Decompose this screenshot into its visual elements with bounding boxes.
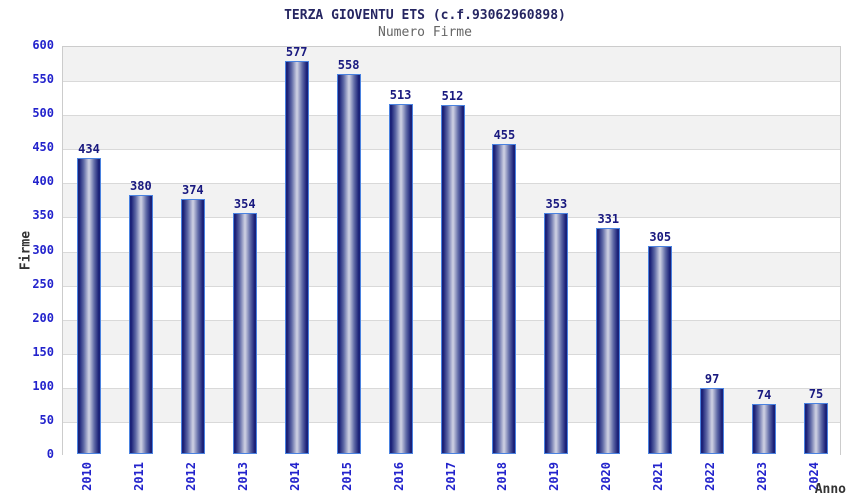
x-tick-label: 2012 [183,462,198,491]
x-tick-label: 2010 [79,462,94,491]
y-tick-label: 100 [32,378,54,393]
x-tick-label: 2022 [703,462,718,491]
chart-title: TERZA GIOVENTU ETS (c.f.93062960898) [284,8,566,23]
chart-subtitle: Numero Firme [378,25,472,40]
bar-value-label: 374 [181,183,204,198]
y-tick-label: 350 [32,208,54,223]
bar [804,402,829,454]
y-tick-label: 250 [32,276,54,291]
bar [544,213,569,454]
bar [76,158,101,454]
plot-area: 434 380 374 354 577 558 513 512 455 353 331 305 97 74… [62,44,841,456]
bar [492,143,517,454]
plot-band [63,47,840,82]
y-tick-label: 450 [32,140,54,155]
bar-value-label: 353 [545,197,568,212]
y-tick-label: 600 [32,38,54,52]
y-tick-label: 200 [32,310,54,325]
x-tick-label: 2017 [443,462,458,491]
x-tick-label: 2018 [495,462,510,491]
bar [700,387,725,454]
bar-value-label: 74 [756,387,772,402]
bar [128,194,153,454]
bar-value-label: 75 [808,386,824,401]
x-tick-label: 2015 [339,462,354,491]
y-tick-label: 300 [32,242,54,257]
x-tick-label: 2021 [651,462,666,491]
bar-value-label: 434 [78,142,100,157]
x-tick-label: 2011 [131,462,146,491]
x-tick-label: 2013 [235,462,250,491]
bar [232,212,257,454]
bar-value-label: 577 [285,44,308,59]
bar [648,246,673,454]
bar [388,104,413,454]
bar-value-label: 354 [233,196,256,211]
bar-value-label: 512 [441,88,464,103]
y-tick-label: 50 [39,412,54,427]
x-axis-title: Anno [814,482,846,497]
bar-value-label: 380 [130,178,152,193]
y-tick-label: 0 [46,447,54,461]
bar [752,403,777,454]
bar-value-label: 513 [389,88,412,103]
x-tick-label: 2014 [287,462,302,491]
bar-value-label: 455 [493,127,516,142]
bar-value-label: 558 [337,57,360,72]
x-tick-label: 2019 [547,462,562,491]
bar-value-label: 305 [649,230,672,245]
x-tick-label: 2020 [599,462,614,491]
bar [596,228,621,454]
bar [440,105,465,454]
bar [180,199,205,454]
gridline [63,81,840,83]
bar-value-label: 97 [704,371,720,386]
x-tick-label: 2023 [755,462,770,491]
bar [336,73,361,454]
bar-value-label: 331 [597,212,620,227]
bar [284,60,309,454]
y-tick-label: 500 [32,106,54,121]
x-tick-label: 2016 [391,462,406,491]
y-tick-label: 400 [32,174,54,189]
y-tick-label: 550 [32,72,54,87]
y-tick-label: 150 [32,344,54,359]
